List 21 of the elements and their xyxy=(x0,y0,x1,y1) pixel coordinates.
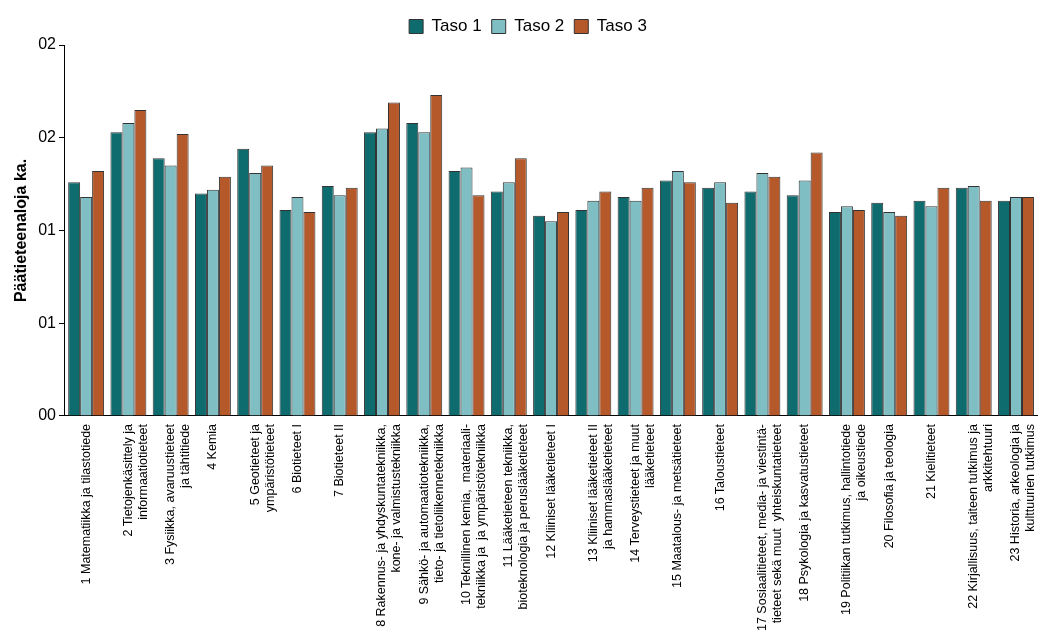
x-tick-label: 12 Kliiniset lääketieteet I xyxy=(543,423,558,559)
x-tick-label: 15 Maatalous- ja metsätieteet xyxy=(670,423,685,588)
x-tick-label: 21 Kielitieteet xyxy=(923,423,938,500)
x-tick-label: 1 Matematiikka ja tilastotiede xyxy=(78,423,93,585)
x-tick-label: 22 Kirjallisuus, taiteen tutkimus ja arkkitehtuuri xyxy=(966,423,996,609)
y-tick-label: 00 xyxy=(38,406,57,424)
x-tick-label: 16 Taloustieteet xyxy=(712,423,727,512)
y-tick-label: 01 xyxy=(38,220,57,238)
y-tick-label: 02 xyxy=(38,128,57,146)
y-tick-label: 01 xyxy=(38,313,57,331)
x-tick-label: 6 Biotieteet I xyxy=(289,423,304,494)
legend-label: Taso 3 xyxy=(596,16,647,36)
x-tick-label: 2 Tietojenkäsittely ja informaatiotieteet xyxy=(120,423,150,537)
x-tick-label: 7 Biotieteet II xyxy=(332,423,347,497)
x-tick-label: 18 Psykologia ja kasvatustieteet xyxy=(797,423,812,602)
x-tick-label: 20 Filosofia ja teologia xyxy=(881,423,896,549)
y-tick-label: 02 xyxy=(38,35,57,53)
legend-label: Taso 1 xyxy=(431,16,482,36)
y-axis-title: Päätieteenaloja ka. xyxy=(12,158,30,303)
x-tick-label: 4 Kemia xyxy=(205,423,220,470)
legend-label: Taso 2 xyxy=(514,16,565,36)
